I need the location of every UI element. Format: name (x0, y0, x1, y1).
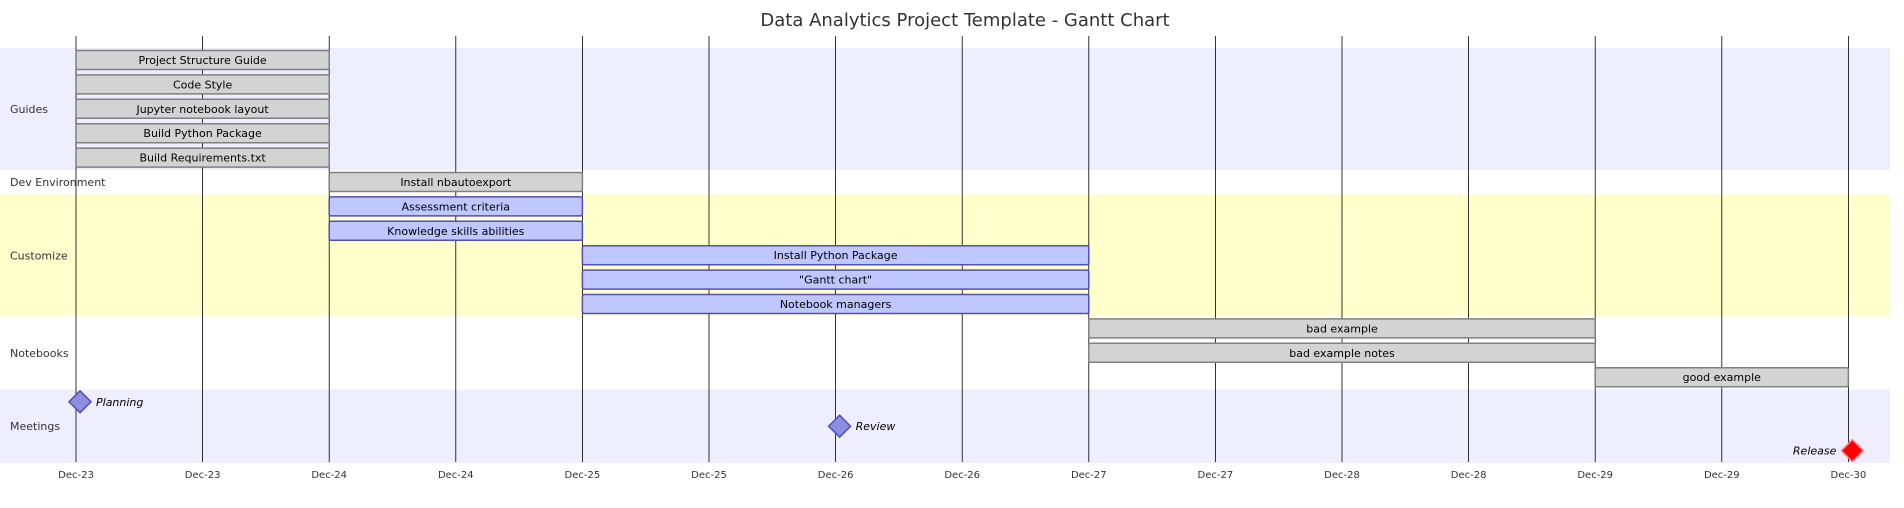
section-label: Dev Environment (10, 176, 106, 189)
task-bar (1088, 342, 1596, 364)
section-label: Meetings (10, 420, 60, 433)
tick-label: Dec-26 (818, 470, 854, 481)
milestone-marker (1840, 438, 1865, 463)
tick-label: Dec-27 (1071, 470, 1107, 481)
tick-label: Dec-24 (438, 470, 474, 481)
task-label: Build Requirements.txt (139, 152, 266, 165)
task-bars: Project Structure Guide Code Style Jupyter… (75, 49, 1850, 388)
milestone-label: Planning (96, 396, 143, 409)
task-label: Project Structure Guide (139, 54, 267, 67)
tick-label: Dec-25 (565, 470, 601, 481)
tick-label: Dec-28 (1324, 470, 1360, 481)
task-label: "Gantt chart" (799, 274, 872, 287)
tick-label: Dec-24 (311, 470, 347, 481)
section-label: Guides (10, 103, 48, 116)
task-label: Assessment criteria (402, 200, 511, 213)
task-bar (328, 220, 584, 242)
chart-title: Data Analytics Project Template - Gantt … (760, 10, 1169, 31)
section-band-1 (0, 170, 1890, 195)
task-bar (328, 196, 584, 217)
section-band-4 (0, 389, 1890, 463)
task-label: Build Python Package (143, 127, 262, 140)
task-label: Install nbautoexport (400, 176, 512, 189)
tick-label: Dec-27 (1198, 470, 1234, 481)
tick-label: Dec-23 (185, 470, 221, 481)
tick-label: Dec-23 (58, 470, 94, 481)
task-bar (328, 171, 584, 193)
task-label: bad example (1306, 322, 1378, 335)
task-bar (1594, 366, 1850, 388)
task-label: Jupyter notebook layout (135, 103, 269, 116)
section-labels: Guides Dev Environment Customize Notebooks M… (10, 103, 106, 433)
section-label: Customize (10, 249, 68, 262)
task-bar (1088, 318, 1596, 339)
tick-label: Dec-28 (1451, 470, 1487, 481)
task-bar (75, 122, 330, 144)
task-bar (581, 293, 1090, 315)
tick-label: Dec-26 (944, 470, 980, 481)
task-label: bad example notes (1289, 347, 1395, 360)
tick-label: Dec-30 (1831, 470, 1867, 481)
section-label: Notebooks (10, 347, 69, 360)
milestone-label: Review (856, 420, 896, 433)
task-label: good example (1683, 371, 1762, 384)
task-bar (75, 98, 330, 120)
task-bar (75, 147, 330, 168)
task-bar (581, 269, 1090, 290)
gridlines (75, 36, 1849, 462)
tick-label: Dec-29 (1704, 470, 1740, 481)
milestones: Planning Review Release (67, 389, 1865, 463)
milestone-label: Release (1793, 445, 1837, 458)
task-bar (75, 49, 330, 71)
task-label: Install Python Package (774, 249, 898, 262)
task-label: Notebook managers (780, 298, 892, 311)
tick-label: Dec-29 (1577, 470, 1613, 481)
x-axis-ticks: Dec-23 Dec-23 Dec-24 Dec-24 Dec-25 Dec-25 Dec-… (58, 470, 1866, 481)
milestone-marker (827, 414, 852, 439)
task-label: Knowledge skills abilities (387, 225, 524, 238)
milestone-marker (67, 389, 93, 414)
tick-label: Dec-25 (691, 470, 727, 481)
task-label: Code Style (173, 78, 233, 91)
task-bar (581, 244, 1090, 266)
task-bar (75, 74, 330, 95)
